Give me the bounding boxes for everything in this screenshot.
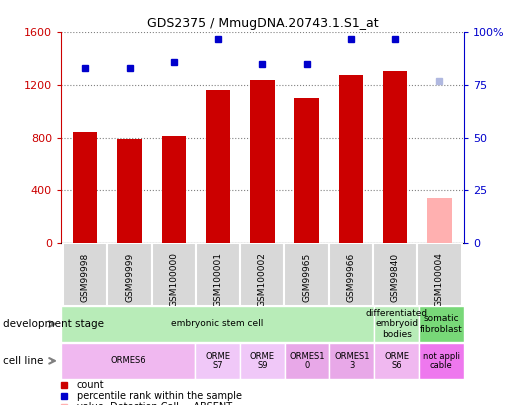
Bar	[240, 343, 285, 379]
Bar	[330, 343, 374, 379]
Text: GSM99966: GSM99966	[347, 252, 356, 302]
Bar	[108, 243, 152, 306]
Text: percentile rank within the sample: percentile rank within the sample	[77, 391, 242, 401]
Bar	[117, 139, 142, 243]
Text: GSM99965: GSM99965	[302, 252, 311, 302]
Bar	[295, 98, 319, 243]
Bar	[374, 306, 419, 342]
Bar	[206, 90, 230, 243]
Bar	[63, 243, 108, 306]
Bar	[329, 243, 373, 306]
Text: ORMES6: ORMES6	[110, 356, 146, 365]
Bar	[61, 306, 374, 342]
Bar	[240, 243, 285, 306]
Bar	[427, 198, 452, 243]
Text: not appli
cable: not appli cable	[423, 352, 460, 370]
Bar	[250, 80, 275, 243]
Title: GDS2375 / MmugDNA.20743.1.S1_at: GDS2375 / MmugDNA.20743.1.S1_at	[146, 17, 378, 30]
Text: ORME
S7: ORME S7	[205, 352, 230, 370]
Text: GSM99998: GSM99998	[81, 252, 90, 302]
Text: differentiated
embryoid
bodies: differentiated embryoid bodies	[366, 309, 428, 339]
Text: somatic
fibroblast: somatic fibroblast	[420, 314, 463, 334]
Text: ORME
S6: ORME S6	[384, 352, 409, 370]
Bar	[152, 243, 196, 306]
Text: ORMES1
3: ORMES1 3	[334, 352, 369, 370]
Text: cell line: cell line	[3, 356, 43, 366]
Text: ORMES1
0: ORMES1 0	[289, 352, 325, 370]
Bar	[285, 343, 330, 379]
Bar	[73, 132, 98, 243]
Text: GSM100002: GSM100002	[258, 252, 267, 307]
Bar	[419, 306, 464, 342]
Text: GSM100000: GSM100000	[169, 252, 178, 307]
Text: embryonic stem cell: embryonic stem cell	[171, 320, 264, 328]
Bar	[374, 343, 419, 379]
Text: GSM100004: GSM100004	[435, 252, 444, 307]
Text: development stage: development stage	[3, 319, 104, 329]
Bar	[285, 243, 329, 306]
Bar	[373, 243, 417, 306]
Bar	[61, 343, 195, 379]
Bar	[195, 343, 240, 379]
Bar	[339, 75, 363, 243]
Bar	[196, 243, 240, 306]
Bar	[162, 136, 186, 243]
Text: GSM100001: GSM100001	[214, 252, 223, 307]
Bar	[419, 343, 464, 379]
Text: GSM99999: GSM99999	[125, 252, 134, 302]
Bar	[383, 70, 408, 243]
Text: GSM99840: GSM99840	[391, 252, 400, 302]
Bar	[417, 243, 462, 306]
Text: value, Detection Call = ABSENT: value, Detection Call = ABSENT	[77, 403, 232, 405]
Text: ORME
S9: ORME S9	[250, 352, 275, 370]
Text: count: count	[77, 380, 104, 390]
